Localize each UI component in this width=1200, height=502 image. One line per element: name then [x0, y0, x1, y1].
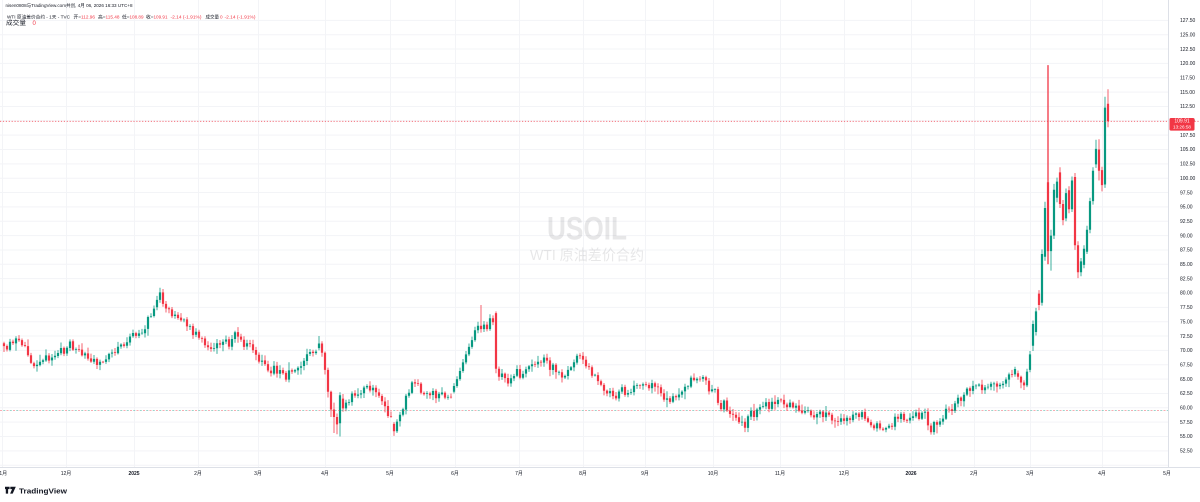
svg-text:52.50: 52.50	[1180, 449, 1193, 455]
svg-text:9月: 9月	[641, 471, 649, 477]
svg-text:开=: 开=	[74, 14, 82, 20]
svg-text:112.50: 112.50	[1180, 104, 1195, 110]
svg-text:2026: 2026	[905, 471, 916, 477]
svg-text:3月: 3月	[1026, 471, 1034, 477]
svg-text:97.50: 97.50	[1180, 190, 1193, 196]
svg-text:67.50: 67.50	[1180, 362, 1193, 368]
svg-text:5月: 5月	[1163, 471, 1171, 477]
svg-text:6月: 6月	[451, 471, 459, 477]
svg-text:高=: 高=	[98, 13, 106, 20]
svg-text:109.91: 109.91	[1174, 119, 1190, 125]
svg-text:115.48: 115.48	[106, 14, 120, 19]
svg-text:12月: 12月	[839, 471, 850, 477]
svg-text:92.50: 92.50	[1180, 219, 1193, 225]
svg-text:5月: 5月	[386, 471, 394, 477]
svg-text:57.50: 57.50	[1180, 420, 1193, 426]
svg-text:TradingView: TradingView	[19, 486, 67, 495]
svg-text:117.50: 117.50	[1180, 75, 1195, 81]
svg-text:2月: 2月	[970, 471, 978, 477]
svg-text:WTI 原油差价合约 - 1天 - TVC: WTI 原油差价合约 - 1天 - TVC	[7, 13, 71, 20]
svg-text:60.00: 60.00	[1180, 406, 1193, 412]
svg-text:127.50: 127.50	[1180, 18, 1196, 24]
svg-text:收=: 收=	[146, 13, 154, 20]
svg-text:10月: 10月	[708, 471, 719, 477]
svg-text:USOIL: USOIL	[547, 211, 627, 247]
svg-text:7月: 7月	[515, 471, 523, 477]
svg-text:4月: 4月	[1098, 471, 1106, 477]
svg-text:低=: 低=	[122, 13, 130, 20]
svg-text:13:26:58: 13:26:58	[1173, 124, 1191, 129]
svg-text:11月: 11月	[0, 471, 7, 477]
svg-text:8月: 8月	[579, 471, 587, 477]
svg-text:62.50: 62.50	[1180, 391, 1193, 397]
svg-text:125.00: 125.00	[1180, 32, 1196, 38]
svg-text:85.00: 85.00	[1180, 262, 1193, 268]
svg-text:0: 0	[220, 14, 223, 19]
svg-text:3月: 3月	[254, 471, 262, 477]
svg-text:122.50: 122.50	[1180, 47, 1196, 53]
svg-text:65.00: 65.00	[1180, 377, 1193, 383]
svg-text:成交量: 成交量	[6, 19, 26, 27]
svg-text:109.91: 109.91	[154, 14, 168, 19]
svg-text:95.00: 95.00	[1180, 205, 1193, 211]
svg-text:90.00: 90.00	[1180, 233, 1193, 239]
svg-text:120.00: 120.00	[1180, 61, 1196, 67]
svg-text:112.96: 112.96	[81, 14, 95, 19]
svg-text:2月: 2月	[194, 471, 202, 477]
svg-text:100.00: 100.00	[1180, 176, 1196, 182]
svg-text:70.00: 70.00	[1180, 348, 1193, 354]
svg-text:11月: 11月	[775, 471, 785, 477]
svg-text:115.00: 115.00	[1180, 90, 1195, 96]
svg-text:0: 0	[33, 21, 37, 27]
svg-text:102.50: 102.50	[1180, 162, 1196, 168]
svg-text:-2.14 (-1.91%): -2.14 (-1.91%)	[171, 14, 202, 19]
svg-text:4月: 4月	[321, 471, 329, 477]
svg-text:80.00: 80.00	[1180, 291, 1193, 297]
svg-text:成交量: 成交量	[206, 13, 220, 20]
svg-text:55.00: 55.00	[1180, 434, 1193, 440]
svg-text:WTI 原油差价合约: WTI 原油差价合约	[530, 247, 644, 264]
svg-text:75.00: 75.00	[1180, 319, 1193, 325]
svg-text:72.50: 72.50	[1180, 334, 1193, 340]
svg-text:12月: 12月	[61, 471, 72, 477]
svg-text:105.00: 105.00	[1180, 147, 1196, 153]
svg-text:82.50: 82.50	[1180, 276, 1193, 282]
svg-text:77.50: 77.50	[1180, 305, 1193, 311]
svg-text:108.89: 108.89	[130, 14, 144, 19]
svg-text:nisen0808与TradingView.com共创, 4: nisen0808与TradingView.com共创, 4月 06, 2026…	[6, 2, 133, 9]
svg-text:-2.14 (-1.91%): -2.14 (-1.91%)	[225, 14, 256, 19]
svg-text:107.50: 107.50	[1180, 133, 1196, 139]
svg-text:87.50: 87.50	[1180, 248, 1193, 254]
svg-text:2025: 2025	[128, 471, 139, 477]
